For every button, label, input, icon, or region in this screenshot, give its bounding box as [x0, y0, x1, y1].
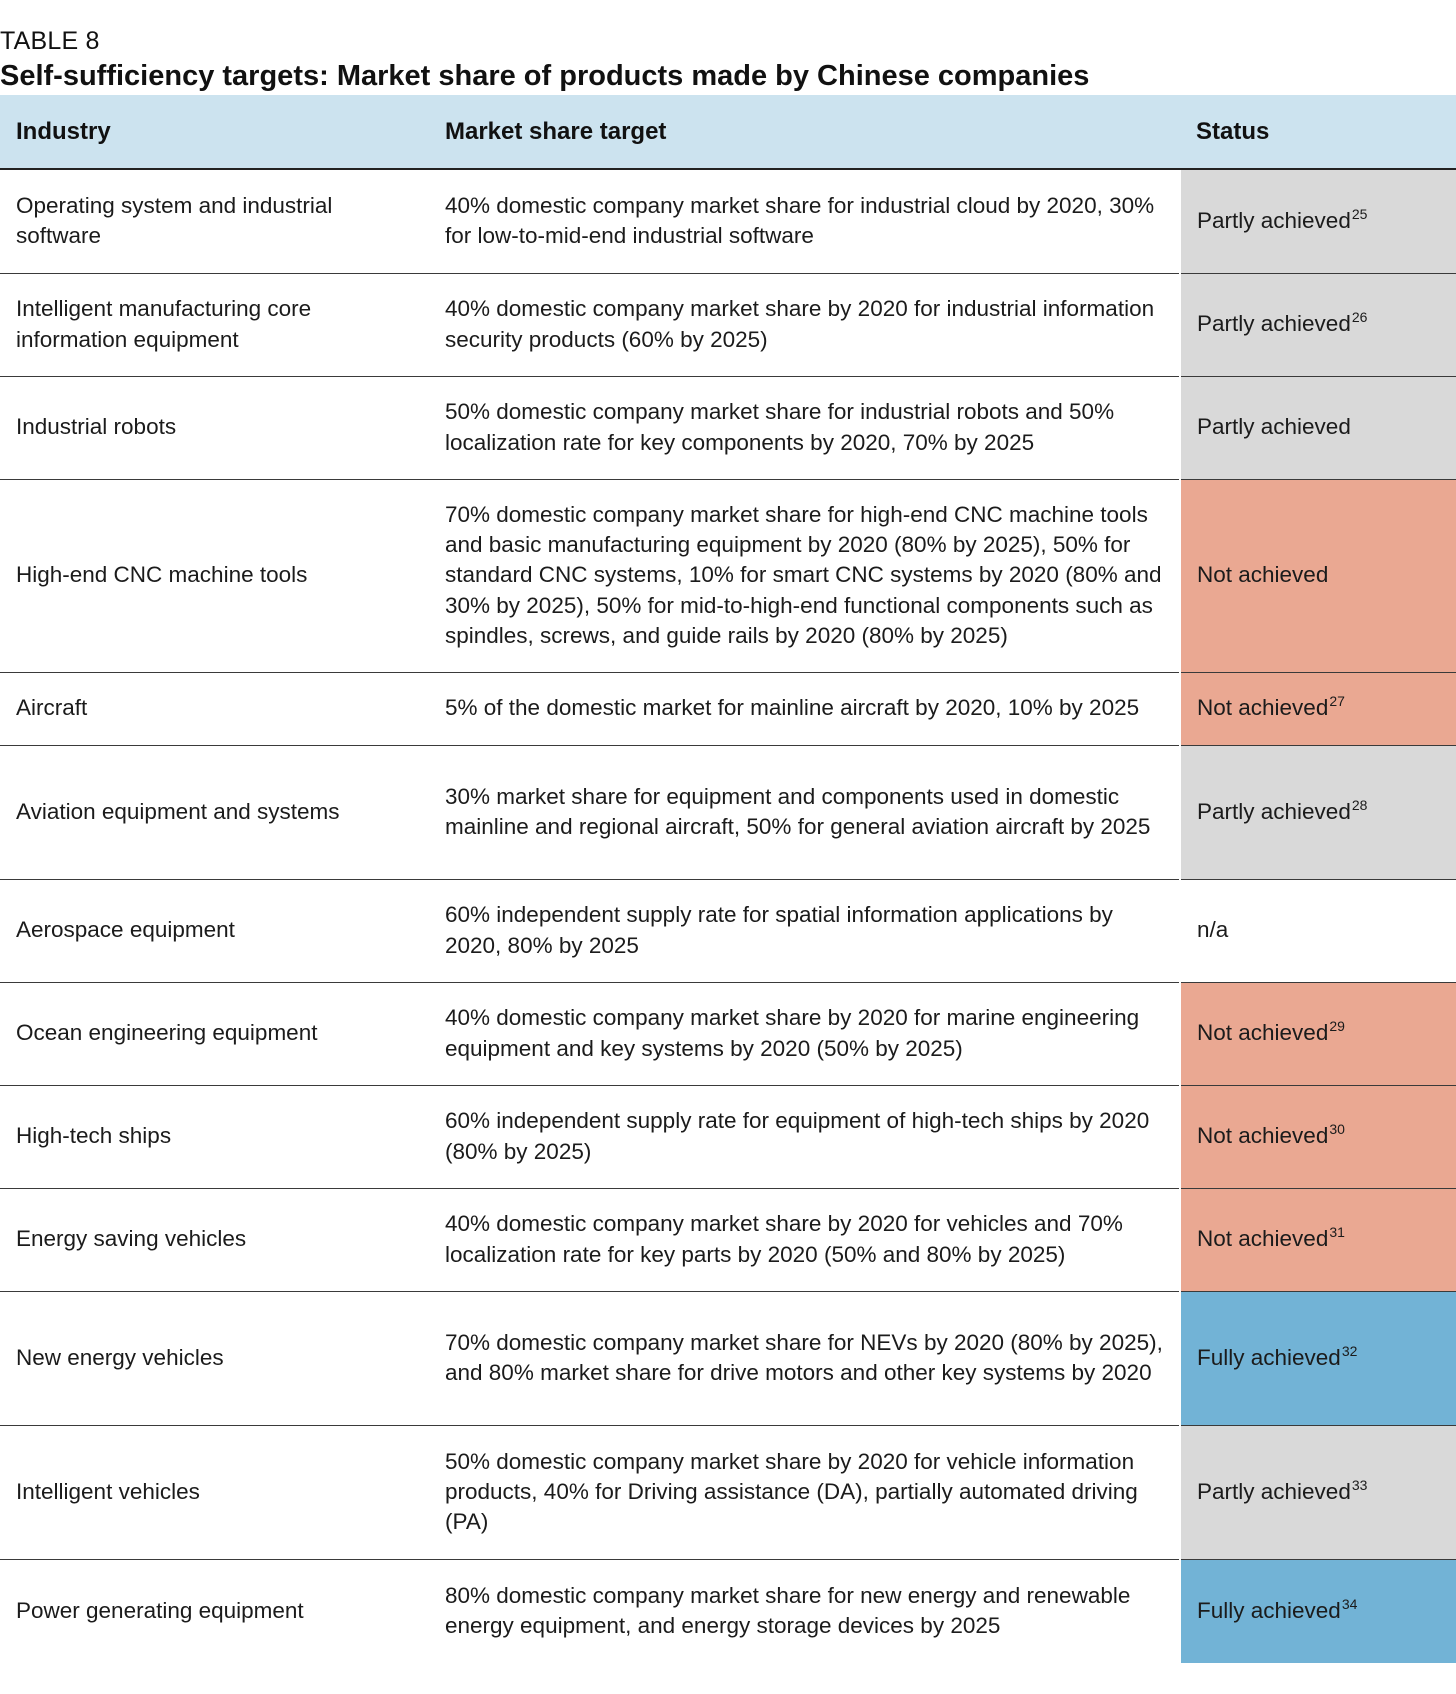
footnote-ref: 30	[1329, 1121, 1345, 1138]
status-cell: Partly achieved26	[1179, 273, 1456, 377]
table-row: Aerospace equipment 60% independent supp…	[0, 879, 1456, 983]
industry-cell: Intelligent vehicles	[0, 1425, 429, 1560]
industry-cell: Industrial robots	[0, 376, 429, 480]
industry-cell: High-end CNC machine tools	[0, 479, 429, 673]
status-label: Partly achieved	[1197, 1478, 1351, 1504]
target-cell: 30% market share for equipment and compo…	[429, 745, 1180, 880]
table-row: Power generating equipment 80% domestic …	[0, 1559, 1456, 1663]
footnote-ref: 27	[1329, 693, 1345, 710]
column-header-industry: Industry	[0, 95, 429, 170]
footnote-ref: 33	[1351, 1476, 1368, 1493]
status-cell: Not achieved29	[1179, 982, 1456, 1086]
footnote-ref: 26	[1351, 309, 1368, 326]
target-cell: 5% of the domestic market for mainline a…	[429, 672, 1180, 746]
industry-cell: Ocean engineering equipment	[0, 982, 429, 1086]
status-label: Partly achieved	[1197, 311, 1351, 337]
status-cell: Not achieved31	[1179, 1188, 1456, 1292]
status-cell: Not achieved27	[1179, 672, 1456, 746]
industry-cell: Operating system and industrial software	[0, 169, 429, 274]
target-cell: 70% domestic company market share for NE…	[429, 1291, 1180, 1426]
status-label: Not achieved	[1197, 1123, 1329, 1149]
table-row: Operating system and industrial software…	[0, 169, 1456, 274]
status-cell: Partly achieved25	[1179, 169, 1456, 274]
status-cell: Partly achieved33	[1179, 1425, 1456, 1560]
target-cell: 40% domestic company market share by 202…	[429, 273, 1180, 377]
industry-cell: Aerospace equipment	[0, 879, 429, 983]
status-label: Not achieved	[1197, 562, 1329, 588]
header-row: Industry Market share target Status	[0, 95, 1456, 170]
industry-cell: Aviation equipment and systems	[0, 745, 429, 880]
table-row: High-tech ships 60% independent supply r…	[0, 1085, 1456, 1189]
footnote-ref: 32	[1341, 1342, 1358, 1359]
target-cell: 70% domestic company market share for hi…	[429, 479, 1180, 673]
industry-cell: Power generating equipment	[16, 1598, 304, 1624]
table-body: Operating system and industrial software…	[0, 169, 1456, 1663]
table-row: Energy saving vehicles 40% domestic comp…	[0, 1188, 1456, 1292]
table-row: Ocean engineering equipment 40% domestic…	[0, 982, 1456, 1086]
footnote-ref: 34	[1341, 1596, 1358, 1613]
self-sufficiency-targets-table: Industry Market share target Status Oper…	[0, 95, 1456, 1663]
status-label: Not achieved	[1197, 1020, 1329, 1046]
target-cell: 40% domestic company market share by 202…	[429, 982, 1180, 1086]
status-cell: Not achieved	[1179, 479, 1456, 673]
status-label: Partly achieved	[1197, 414, 1351, 440]
target-cell: 60% independent supply rate for equipmen…	[429, 1085, 1180, 1189]
column-header-status: Status	[1180, 95, 1456, 170]
status-cell: Fully achieved32	[1179, 1291, 1456, 1426]
status-label: Not achieved	[1197, 1226, 1329, 1252]
footnote-ref: 29	[1329, 1018, 1345, 1035]
target-cell: 40% domestic company market share by 202…	[429, 1188, 1180, 1292]
status-label: Fully achieved	[1197, 1598, 1341, 1624]
industry-cell: New energy vehicles	[0, 1291, 429, 1426]
status-cell: Fully achieved34	[1179, 1559, 1456, 1663]
target-cell: 50% domestic company market share for in…	[429, 376, 1180, 480]
target-cell: 80% domestic company market share for ne…	[445, 1583, 1131, 1639]
industry-cell: High-tech ships	[0, 1085, 429, 1189]
industry-cell: Intelligent manufacturing core informati…	[0, 273, 429, 377]
status-label: n/a	[1197, 917, 1229, 943]
status-cell: Partly achieved28	[1179, 745, 1456, 880]
status-cell: Not achieved30	[1179, 1085, 1456, 1189]
footnote-ref: 31	[1329, 1224, 1345, 1241]
table-number-label: TABLE 8	[0, 27, 100, 55]
column-header-market-share-target: Market share target	[429, 95, 1180, 170]
target-cell: 60% independent supply rate for spatial …	[429, 879, 1180, 983]
status-label: Partly achieved	[1197, 208, 1351, 234]
status-cell: Partly achieved	[1179, 376, 1456, 480]
table-row: Intelligent manufacturing core informati…	[0, 273, 1456, 377]
status-label: Not achieved	[1197, 695, 1329, 721]
status-label: Partly achieved	[1197, 798, 1351, 824]
table-row: New energy vehicles 70% domestic company…	[0, 1291, 1456, 1426]
target-cell: 50% domestic company market share by 202…	[429, 1425, 1180, 1560]
table-row: Aircraft 5% of the domestic market for m…	[0, 672, 1456, 746]
table-header: Industry Market share target Status	[0, 95, 1456, 170]
table-row: Aviation equipment and systems 30% marke…	[0, 745, 1456, 880]
industry-cell: Energy saving vehicles	[0, 1188, 429, 1292]
target-cell: 40% domestic company market share for in…	[429, 169, 1180, 274]
status-label: Fully achieved	[1197, 1344, 1341, 1370]
table-row: High-end CNC machine tools 70% domestic …	[0, 479, 1456, 673]
footnote-ref: 25	[1351, 206, 1368, 223]
footnote-ref: 28	[1351, 796, 1368, 813]
status-cell: n/a	[1179, 879, 1456, 983]
table-row: Intelligent vehicles 50% domestic compan…	[0, 1425, 1456, 1560]
table-title: Self-sufficiency targets: Market share o…	[0, 60, 1090, 92]
table-row: Industrial robots 50% domestic company m…	[0, 376, 1456, 480]
industry-cell: Aircraft	[0, 672, 429, 746]
